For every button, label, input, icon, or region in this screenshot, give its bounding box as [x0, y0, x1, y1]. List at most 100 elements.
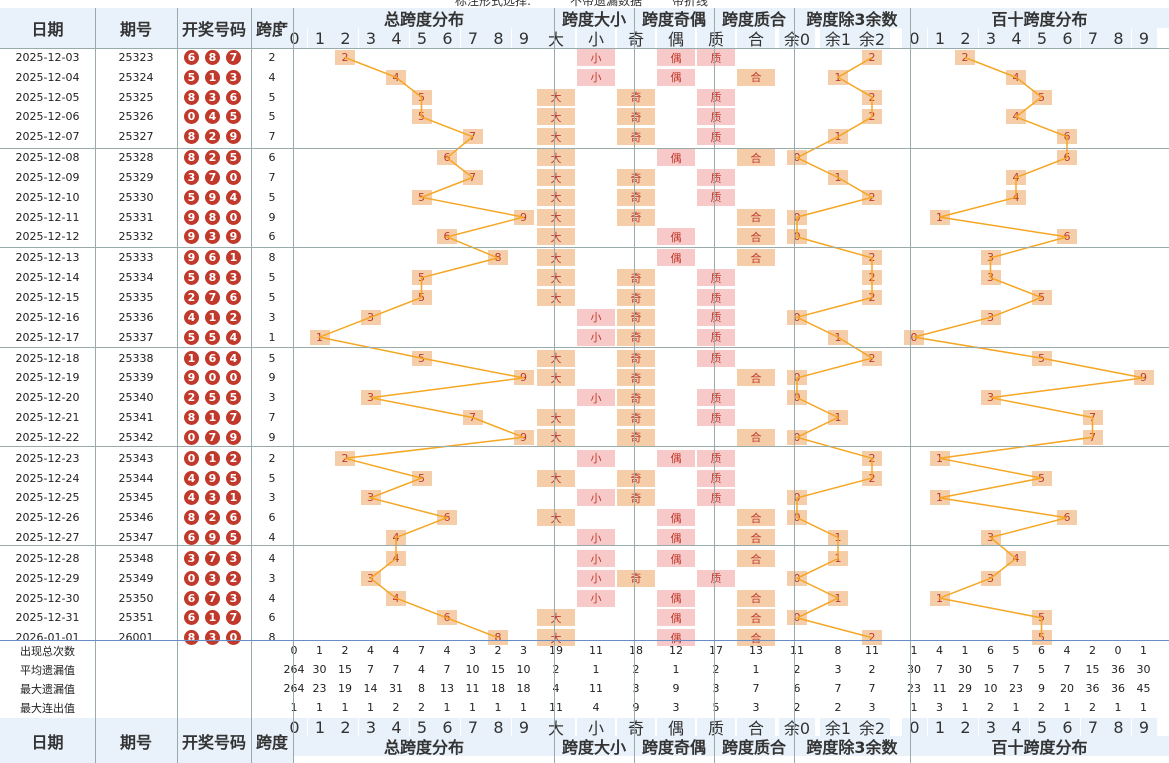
- pc-mark: 合: [737, 228, 775, 246]
- oe-mark: 偶: [657, 228, 695, 246]
- oe-mark: 奇: [617, 289, 655, 306]
- bs-mark: 大: [537, 149, 575, 167]
- row-issue: 25327: [118, 130, 154, 144]
- row-issue: 25328: [118, 151, 154, 165]
- bs-mark: 大: [537, 269, 575, 287]
- pc-mark: 质: [697, 569, 735, 587]
- stat-value: 1: [1140, 644, 1147, 657]
- row-date: 2025-12-26: [15, 511, 80, 525]
- stat-value: 3: [936, 701, 943, 714]
- header-sub-col: 5: [1029, 28, 1055, 48]
- stat-value: 7: [752, 682, 760, 695]
- draw-ball: 5: [184, 329, 199, 345]
- row-date: 2025-12-05: [15, 90, 80, 104]
- oe-mark: 奇: [617, 208, 655, 226]
- header-sub-col: 8: [1106, 28, 1131, 48]
- draw-ball: 2: [205, 510, 220, 526]
- stat-value: 2: [341, 644, 349, 657]
- row-divider: [0, 48, 1169, 49]
- row-issue: 25323: [118, 51, 154, 64]
- stat-value: 7: [868, 682, 876, 695]
- stat-value: 23: [1009, 682, 1023, 695]
- option-with-line[interactable]: 带折线: [672, 0, 709, 8]
- draw-ball: 4: [226, 189, 241, 205]
- row-issue: 25344: [118, 471, 154, 485]
- option-no-omission[interactable]: 不带遗漏数据: [570, 0, 643, 8]
- pc-mark: 合: [737, 249, 775, 267]
- stat-value: 1: [752, 663, 760, 676]
- stat-label: 出现总次数: [20, 644, 75, 658]
- draw-ball: 3: [205, 490, 220, 506]
- stat-value: 20: [1060, 682, 1074, 695]
- row-date: 2025-12-24: [15, 471, 80, 485]
- draw-ball: 6: [226, 510, 241, 526]
- oe-mark: 偶: [657, 49, 695, 66]
- row-issue: 25334: [118, 271, 154, 285]
- bs-mark: 大: [537, 249, 575, 267]
- stat-value: 2: [868, 663, 876, 676]
- row-span: 7: [268, 171, 276, 184]
- stat-value: 8: [418, 682, 425, 695]
- oe-mark: 奇: [617, 308, 655, 326]
- footer-sub-col: 2: [333, 718, 358, 736]
- stat-value: 7: [1012, 663, 1020, 676]
- row-date: 2025-12-11: [15, 210, 80, 224]
- row-span: 8: [268, 251, 276, 265]
- stat-value: 5: [1038, 663, 1045, 676]
- row-date: 2025-12-18: [15, 351, 80, 365]
- stat-value: 9: [672, 682, 680, 695]
- row-date: 2025-12-09: [15, 171, 80, 184]
- draw-ball: 9: [184, 370, 199, 386]
- stat-value: 19: [549, 644, 563, 657]
- stat-value: 9: [1038, 682, 1045, 695]
- draw-ball: 5: [205, 390, 220, 406]
- row-issue: 25349: [118, 571, 154, 585]
- bs-mark: 大: [537, 428, 575, 446]
- row-issue: 25343: [118, 451, 154, 465]
- bs-mark: 大: [537, 509, 575, 527]
- bs-mark: 小: [577, 449, 615, 467]
- header-sub-col: 9: [1131, 28, 1157, 48]
- stat-value: 11: [790, 644, 804, 657]
- footer-sub-col: 7: [1080, 718, 1106, 736]
- bs-mark: 大: [537, 409, 575, 426]
- bs-mark: 大: [537, 208, 575, 226]
- oe-mark: 奇: [617, 489, 655, 507]
- draw-ball: 8: [184, 630, 199, 646]
- row-date: 2025-12-08: [15, 151, 80, 165]
- header-sub-col: 合: [737, 28, 775, 48]
- pc-mark: 合: [737, 529, 775, 546]
- row-issue: 25347: [118, 531, 154, 544]
- draw-ball: 3: [226, 270, 241, 286]
- row-span: 5: [268, 471, 276, 485]
- row-issue: 25336: [118, 310, 154, 324]
- draw-ball: 5: [226, 530, 241, 545]
- header-sub-col: 奇: [617, 28, 655, 48]
- row-span: 6: [268, 611, 276, 625]
- draw-ball: 5: [184, 69, 199, 85]
- column-divider: [554, 8, 555, 763]
- bs-mark: 大: [537, 609, 575, 627]
- stat-value: 2: [418, 701, 425, 714]
- draw-ball: 8: [184, 89, 199, 105]
- stat-value: 1: [367, 701, 374, 714]
- bs-mark: 大: [537, 169, 575, 186]
- header-sub-col: 1: [307, 28, 333, 48]
- stat-value: 1: [1140, 701, 1147, 714]
- row-date: 2025-12-10: [15, 190, 80, 204]
- row-date: 2025-12-03: [15, 51, 80, 64]
- draw-ball: 3: [184, 551, 199, 566]
- footer-sub-col: 0: [902, 718, 927, 736]
- stat-value: 3: [469, 644, 476, 657]
- stat-value: 11: [932, 682, 947, 695]
- stat-value: 30: [1136, 663, 1151, 676]
- header-sub-col: 小: [577, 28, 615, 48]
- bs-mark: 小: [577, 389, 615, 407]
- stat-value: 1: [443, 701, 451, 714]
- pc-mark: 质: [697, 169, 735, 186]
- oe-mark: 奇: [617, 389, 655, 407]
- draw-ball: 1: [226, 490, 241, 506]
- draw-ball: 1: [205, 610, 220, 626]
- stat-value: 1: [469, 701, 476, 714]
- stat-value: 1: [290, 701, 298, 714]
